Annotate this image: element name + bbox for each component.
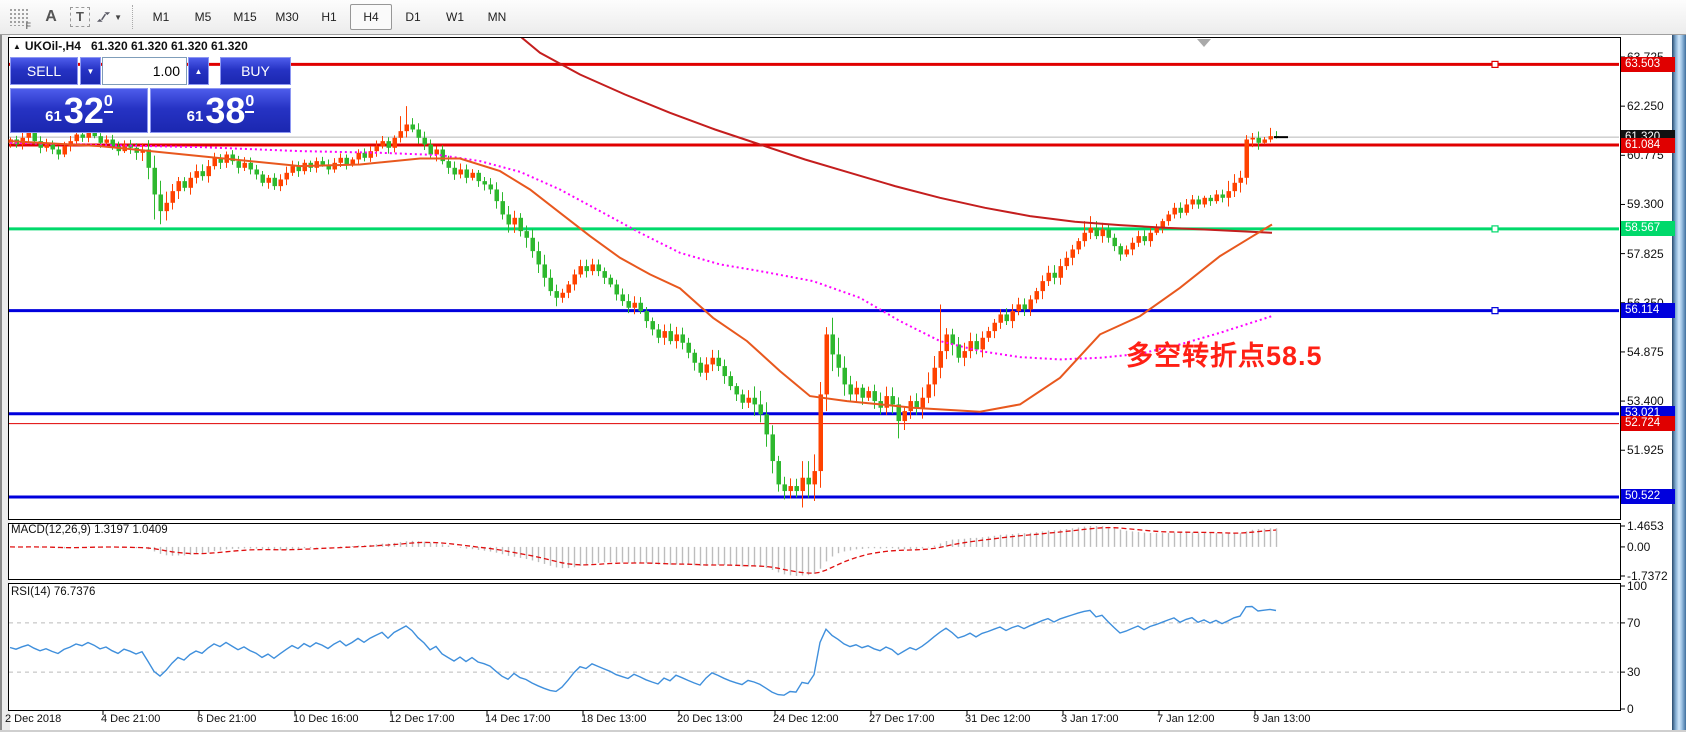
chart-title: ▲ UKOil-,H4 61.320 61.320 61.320 61.320 [13,39,248,53]
sell-button[interactable]: SELL [10,57,78,85]
volume-input[interactable] [102,57,187,85]
timeframe-tab-d1[interactable]: D1 [405,10,421,24]
symbol-name: UKOil-,H4 [24,39,81,53]
buy-price-button[interactable]: 61 38 0 [150,88,291,133]
macd-signal-line [9,526,1277,574]
price-line-badge: 56.114 [1621,303,1675,319]
ma-mid-line [9,141,1273,361]
time-axis-label: 14 Dec 17:00 [485,713,551,725]
chart-canvas[interactable] [8,35,1672,732]
timeframe-tab-m1[interactable]: M1 [152,10,170,24]
textbox-icon[interactable]: T [70,7,90,27]
rsi-axis-label: 70 [1627,615,1641,630]
time-axis-label: 9 Jan 13:00 [1253,713,1311,725]
autoscroll-marker-icon [1197,39,1211,47]
volume-decrease-button[interactable]: ▼ [80,57,101,85]
timeframe-tab-m30[interactable]: M30 [275,10,299,24]
window-bottom-edge [0,730,1686,732]
timeframe-tab-m5[interactable]: M5 [194,10,212,24]
window-left-edge [0,35,10,732]
time-axis-label: 24 Dec 12:00 [773,713,839,725]
price-line-badge: 52.724 [1621,416,1675,432]
sell-price-pip: 0 [103,93,113,113]
time-axis-label: 27 Dec 17:00 [869,713,935,725]
price-axis-tick: 53.400 [1627,394,1664,409]
macd-axis-label: 0.00 [1627,539,1651,554]
ohlc-quotes: 61.320 61.320 61.320 61.320 [90,39,248,53]
grid-f-letter: F [25,21,32,31]
time-axis-label: 20 Dec 13:00 [677,713,743,725]
price-line-badge: 61.084 [1621,137,1675,153]
time-axis-label: 3 Jan 17:00 [1061,713,1119,725]
macd-axis-label: -1.7372 [1627,569,1668,583]
buy-price-prefix: 61 [186,108,204,125]
sell-price-button[interactable]: 61 32 0 [10,88,148,133]
ma-fast-line [9,140,1273,413]
line-handle [1491,60,1499,68]
price-axis-tick: 51.925 [1627,443,1664,458]
buy-button[interactable]: BUY [220,57,291,85]
price-line-badge: 63.503 [1621,56,1675,72]
sort-arrows-glyph [96,12,111,22]
arrange-arrows-icon[interactable]: ▼ [96,4,122,30]
rsi-axis-label: 30 [1627,665,1641,680]
chevron-down-icon: ▼ [114,12,122,22]
buy-price-main: 38 [205,89,246,131]
price-axis-tick: 57.825 [1627,246,1664,261]
timeframe-tab-mn[interactable]: MN [487,10,507,24]
timeframe-tab-h4[interactable]: H4 [350,4,392,30]
ma-long-line [520,38,1273,234]
price-axis-tick: 54.875 [1627,344,1664,359]
timeframe-tab-h1[interactable]: H1 [321,10,337,24]
timeframe-tab-w1[interactable]: W1 [446,10,464,24]
rsi-axis-label: 0 [1627,702,1634,716]
buy-price-pip: 0 [245,93,255,113]
time-axis-label: 10 Dec 16:00 [293,713,359,725]
volume-increase-button[interactable]: ▲ [188,57,209,85]
price-line-badge: 58.567 [1621,221,1675,237]
rsi-axis-label: 100 [1627,579,1648,593]
window-right-edge[interactable] [1672,35,1686,732]
rsi-label: RSI(14) 76.7376 [11,586,96,598]
price-axis-tick: 62.250 [1627,99,1664,114]
grid-f-icon[interactable]: F [6,4,32,31]
sell-price-main: 32 [63,89,104,131]
time-axis-label: 18 Dec 13:00 [581,713,647,725]
line-handle [1491,307,1499,315]
toolbar-separator [132,5,134,29]
price-line-badge: 50.522 [1621,489,1675,505]
macd-axis-label: 1.4653 [1627,519,1664,533]
time-axis-label: 12 Dec 17:00 [389,713,455,725]
sell-price-prefix: 61 [45,108,62,125]
toolbar: F A T ▼ M1 M5 M15 M30 H1 H4 D1 W1 MN [0,0,1686,35]
chart-text-annotation: 多空转折点58.5 [1126,341,1323,371]
time-axis-label: 31 Dec 12:00 [965,713,1031,725]
timeframe-bar: M1 M5 M15 M30 H1 H4 D1 W1 MN [140,4,518,30]
one-click-trade-panel: SELL ▼ ▲ BUY 61 32 0 61 38 0 [10,57,291,133]
line-handle [1491,225,1499,233]
text-label-icon[interactable]: A [45,8,57,25]
time-axis-label: 6 Dec 21:00 [197,713,257,725]
price-axis-tick: 59.300 [1627,197,1664,212]
macd-histogram [15,526,1278,576]
time-axis-label: 7 Jan 12:00 [1157,713,1215,725]
macd-label: MACD(12,26,9) 1.3197 1.0409 [11,524,168,536]
rsi-line [9,605,1277,696]
collapse-arrow-icon[interactable]: ▲ [13,42,21,51]
time-axis-label: 4 Dec 21:00 [101,713,161,725]
time-axis-label: 2 Dec 2018 [5,713,62,725]
candlestick-series [8,106,1279,508]
timeframe-tab-m15[interactable]: M15 [233,10,257,24]
horizontal-levels [9,62,1619,499]
